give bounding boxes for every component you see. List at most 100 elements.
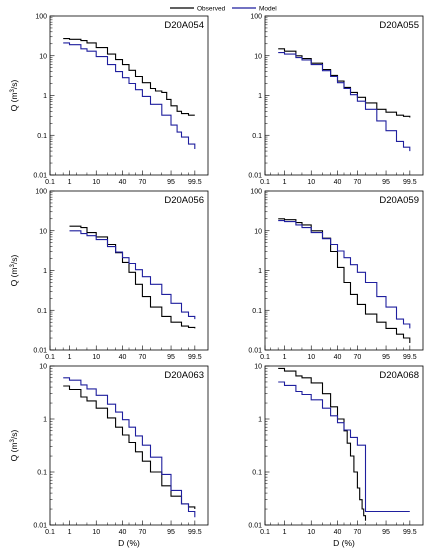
x-axis-label: D (%)	[333, 538, 355, 548]
x-tick-label: 70	[354, 179, 362, 186]
legend-observed-label: Observed	[197, 6, 226, 13]
y-axis-label: Q (m3/s)	[9, 254, 19, 286]
y-tick-label: 1	[43, 417, 47, 424]
x-tick-label: 99.5	[403, 529, 417, 536]
x-tick-label: 0.1	[45, 179, 55, 186]
x-tick-label: 99.5	[403, 179, 417, 186]
x-tick-label: 10	[307, 529, 315, 536]
x-tick-label: 70	[139, 179, 147, 186]
panel-title: D20A055	[379, 20, 419, 31]
y-tick-label: 0.1	[252, 133, 262, 140]
y-tick-label: 0.01	[248, 348, 262, 355]
x-tick-label: 1	[283, 529, 287, 536]
y-tick-label: 0.01	[33, 348, 47, 355]
x-tick-label: 10	[307, 179, 315, 186]
x-tick-label: 40	[119, 179, 127, 186]
plot-frame	[264, 365, 424, 526]
x-tick-label: 99.5	[188, 529, 202, 536]
panel-title: D20A056	[164, 195, 204, 206]
x-tick-label: 0.1	[45, 354, 55, 361]
y-tick-label: 100	[250, 14, 262, 21]
legend-model-label: Model	[259, 6, 277, 13]
x-tick-label: 95	[167, 354, 175, 361]
x-tick-label: 0.1	[260, 179, 270, 186]
y-tick-label: 1	[43, 93, 47, 100]
x-tick-label: 0.1	[260, 354, 270, 361]
y-tick-label: 0.01	[33, 523, 47, 530]
panel-title: D20A059	[379, 195, 419, 206]
y-tick-label: 0.1	[37, 133, 47, 140]
x-tick-label: 1	[283, 179, 287, 186]
y-tick-label: 1	[258, 417, 262, 424]
y-tick-label: 100	[250, 189, 262, 196]
x-tick-label: 95	[382, 529, 390, 536]
x-tick-label: 1	[68, 179, 72, 186]
y-tick-label: 1	[258, 268, 262, 275]
legend: Observed Model	[170, 6, 277, 13]
x-tick-label: 40	[334, 354, 342, 361]
y-tick-label: 1	[43, 268, 47, 275]
y-tick-label: 10	[39, 364, 47, 371]
x-tick-label: 10	[92, 529, 100, 536]
series-model	[63, 377, 196, 518]
y-tick-label: 0.01	[248, 523, 262, 530]
panel-title: D20A063	[164, 370, 204, 381]
y-tick-label: 10	[254, 228, 262, 235]
series-observed	[278, 218, 411, 343]
x-axis-label: D (%)	[118, 538, 140, 548]
series-model	[278, 381, 410, 513]
x-tick-label: 99.5	[403, 354, 417, 361]
x-tick-label: 70	[139, 529, 147, 536]
series-model	[69, 230, 196, 320]
series-observed	[278, 367, 367, 521]
x-tick-label: 99.5	[188, 354, 202, 361]
x-tick-label: 70	[139, 354, 147, 361]
x-tick-label: 95	[167, 529, 175, 536]
y-tick-label: 1	[258, 93, 262, 100]
x-tick-label: 10	[92, 179, 100, 186]
x-tick-label: 1	[68, 529, 72, 536]
panel-title: D20A054	[164, 20, 204, 31]
x-tick-label: 99.5	[188, 179, 202, 186]
x-tick-label: 40	[334, 529, 342, 536]
x-tick-label: 40	[119, 529, 127, 536]
x-tick-label: 70	[354, 529, 362, 536]
x-tick-label: 10	[92, 354, 100, 361]
y-tick-label: 10	[254, 364, 262, 371]
x-tick-label: 10	[307, 354, 315, 361]
x-tick-label: 0.1	[260, 529, 270, 536]
y-tick-label: 0.01	[33, 173, 47, 180]
x-tick-label: 95	[167, 179, 175, 186]
y-tick-label: 0.1	[37, 308, 47, 315]
x-tick-label: 1	[68, 354, 72, 361]
series-observed	[63, 385, 196, 509]
series-observed	[63, 38, 195, 116]
x-tick-label: 1	[283, 354, 287, 361]
series-model	[63, 42, 196, 149]
x-tick-label: 40	[334, 179, 342, 186]
y-tick-label: 10	[39, 228, 47, 235]
y-tick-label: 100	[35, 14, 47, 21]
y-axis-label: Q (m3/s)	[9, 429, 19, 461]
x-tick-label: 95	[382, 354, 390, 361]
series-observed	[69, 225, 196, 329]
y-tick-label: 100	[35, 189, 47, 196]
series-model	[278, 220, 411, 329]
y-tick-label: 0.01	[248, 173, 262, 180]
x-tick-label: 95	[382, 179, 390, 186]
plot-frame	[264, 15, 424, 176]
y-tick-label: 10	[39, 53, 47, 60]
y-tick-label: 0.1	[252, 470, 262, 477]
series-model	[278, 52, 411, 152]
x-tick-label: 40	[119, 354, 127, 361]
y-tick-label: 0.1	[37, 470, 47, 477]
x-tick-label: 0.1	[45, 529, 55, 536]
